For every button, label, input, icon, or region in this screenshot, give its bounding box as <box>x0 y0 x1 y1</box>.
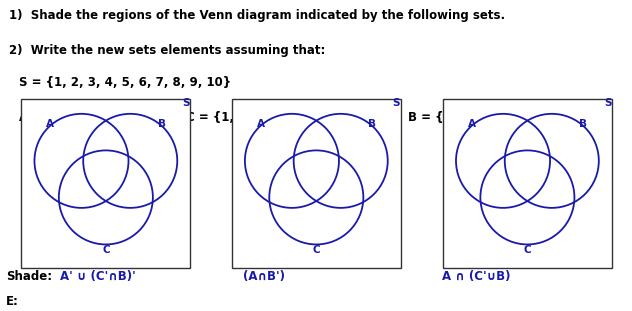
Text: A ∩ (C'∪B): A ∩ (C'∪B) <box>442 270 511 283</box>
Text: A: A <box>468 119 476 129</box>
Text: E:: E: <box>6 295 19 308</box>
Text: C: C <box>312 245 320 255</box>
Text: A = { 1, 2, 4, 5, 7}: A = { 1, 2, 4, 5, 7} <box>19 111 143 124</box>
Text: B = { 2, 3, 4, 6, 9}: B = { 2, 3, 4, 6, 9} <box>408 111 532 124</box>
Text: (A∩B'): (A∩B') <box>243 270 285 283</box>
Text: B: B <box>368 119 376 129</box>
Text: C = {1, 2, 3, 5, 8, 10}: C = {1, 2, 3, 5, 8, 10} <box>186 111 331 124</box>
Text: 2)  Write the new sets elements assuming that:: 2) Write the new sets elements assuming … <box>9 44 326 57</box>
Text: A' ∪ (C'∩B)': A' ∪ (C'∩B)' <box>60 270 136 283</box>
Text: B: B <box>579 119 587 129</box>
Text: S: S <box>392 98 400 108</box>
Text: A: A <box>46 119 54 129</box>
Text: Shade:: Shade: <box>6 270 52 283</box>
Text: B: B <box>157 119 166 129</box>
Text: C: C <box>102 245 110 255</box>
Text: S = {1, 2, 3, 4, 5, 6, 7, 8, 9, 10}: S = {1, 2, 3, 4, 5, 6, 7, 8, 9, 10} <box>19 76 231 89</box>
Text: 1)  Shade the regions of the Venn diagram indicated by the following sets.: 1) Shade the regions of the Venn diagram… <box>9 9 506 22</box>
Text: S: S <box>182 98 190 108</box>
Text: S: S <box>604 98 611 108</box>
Text: C: C <box>523 245 532 255</box>
Text: A: A <box>257 119 265 129</box>
